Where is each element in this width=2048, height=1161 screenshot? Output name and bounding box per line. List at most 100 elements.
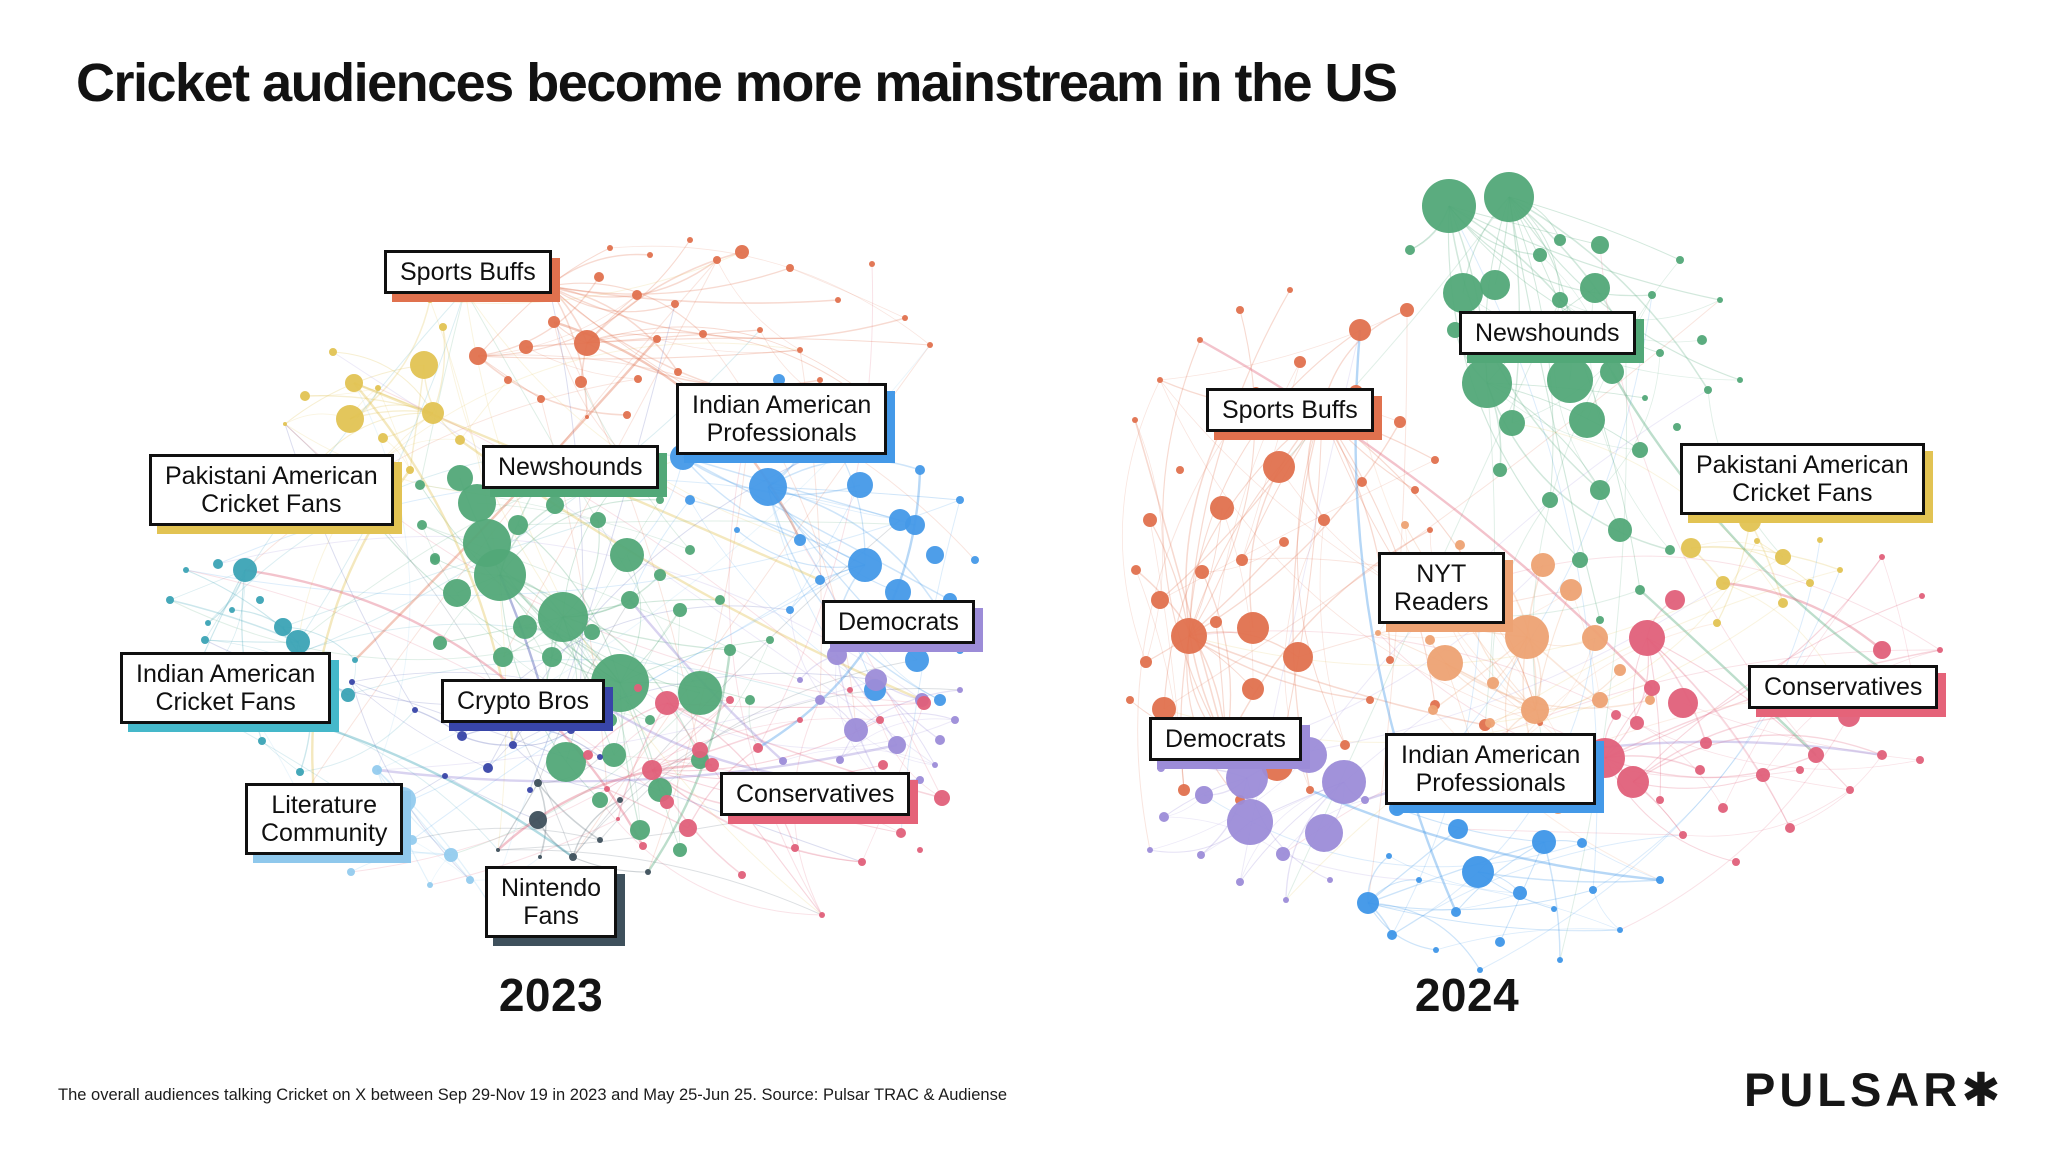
network-edge [1188, 309, 1256, 637]
network-edge [651, 699, 731, 771]
network-node-crypto-bros [412, 707, 418, 713]
network-node-sports-buffs [735, 245, 749, 259]
network-edge [1646, 637, 1791, 829]
network-node-indian-american-professionals [1495, 937, 1505, 947]
network-node-sports-buffs [1427, 527, 1433, 533]
network-edge [351, 681, 863, 863]
network-edge [1455, 841, 1545, 913]
network-edge [1159, 410, 1323, 601]
network-node-sports-buffs [647, 252, 653, 258]
network-node-newshounds [447, 465, 473, 491]
network-node-newshounds [1533, 248, 1547, 262]
network-node-newshounds [678, 671, 722, 715]
network-edge [1159, 309, 1408, 381]
network-node-conservatives [1665, 590, 1685, 610]
network-edge [572, 688, 961, 858]
network-edge [1581, 842, 1661, 881]
network-edge [1367, 889, 1594, 911]
network-node-indian-american-cricket-fans [352, 657, 358, 663]
network-edge [444, 775, 539, 821]
network-node-conservatives [604, 786, 610, 792]
network-node-sports-buffs [902, 315, 908, 321]
network-node-conservatives [660, 795, 674, 809]
network-node-newshounds [1673, 423, 1681, 431]
network-edge [572, 799, 621, 858]
network-edge [1690, 546, 1841, 571]
network-node-democrats [935, 735, 945, 745]
network-node-democrats [1227, 799, 1273, 845]
network-node-conservatives [1617, 766, 1649, 798]
network-node-conservatives [878, 760, 888, 770]
network-node-newshounds [1600, 360, 1624, 384]
network-node-conservatives [639, 842, 647, 850]
network-edge [477, 276, 600, 357]
network-node-indian-american-professionals [885, 579, 911, 605]
network-node-indian-american-cricket-fans [201, 636, 209, 644]
network-node-indian-american-professionals [794, 534, 806, 546]
network-node-newshounds [1590, 480, 1610, 500]
network-edge [349, 299, 431, 420]
network-edge [297, 289, 466, 643]
network-node-conservatives [1629, 620, 1665, 656]
network-node-sports-buffs [1242, 678, 1264, 700]
network-node-crypto-bros [567, 726, 575, 734]
network-node-indian-american-cricket-fans [256, 596, 264, 604]
network-edge [477, 294, 638, 357]
network-edge [548, 282, 704, 335]
network-node-nyt-readers [1401, 521, 1409, 529]
network-node-literature-community [427, 882, 433, 888]
network-node-sports-buffs [687, 237, 693, 243]
network-node-newshounds [1704, 386, 1712, 394]
network-edge [548, 285, 839, 304]
network-node-democrats [779, 757, 787, 765]
network-edge [682, 456, 801, 541]
network-edge [350, 852, 452, 873]
network-node-democrats [932, 762, 938, 768]
network-edge [1559, 332, 1628, 961]
network-edge [1377, 589, 1572, 639]
network-node-sports-buffs [699, 330, 707, 338]
network-node-conservatives [616, 817, 620, 821]
network-node-literature-community [407, 835, 417, 845]
network-node-newshounds [508, 515, 528, 535]
network-node-sports-buffs [1283, 642, 1313, 672]
network-node-sports-buffs [1411, 486, 1419, 494]
network-edge [244, 378, 639, 571]
cluster-label-indian-american-cricket-fans-2023: Indian American Cricket Fans [120, 652, 332, 724]
network-node-newshounds [1697, 335, 1707, 345]
network-node-sports-buffs [1143, 513, 1157, 527]
network-node-pakistani-american-cricket-fans [378, 433, 388, 443]
network-node-sports-buffs [869, 261, 875, 267]
network-node-democrats [844, 718, 868, 742]
network-node-sports-buffs [1178, 784, 1190, 796]
cluster-label-conservatives-2023: Conservatives [720, 772, 911, 816]
network-edge [1121, 379, 1161, 663]
network-edge [1278, 196, 1510, 468]
year-label-2023: 2023 [498, 969, 604, 1021]
year-label-2024: 2024 [1414, 969, 1520, 1021]
network-node-newshounds [1591, 236, 1609, 254]
network-edge [1188, 466, 1280, 637]
network-edge [609, 245, 931, 346]
network-node-indian-american-professionals [934, 694, 946, 706]
network-edge [376, 679, 877, 771]
network-node-sports-buffs [653, 335, 661, 343]
network-node-indian-american-professionals [1386, 853, 1392, 859]
network-node-indian-american-professionals [1589, 886, 1597, 894]
network-edge [409, 364, 425, 471]
cluster-label-sports-buffs-2023: Sports Buffs [384, 250, 552, 294]
network-node-nintendo-fans [569, 853, 577, 861]
network-node-newshounds [415, 480, 425, 490]
network-node-sports-buffs [1366, 696, 1374, 704]
network-edge [347, 659, 821, 701]
network-node-indian-american-cricket-fans [296, 768, 304, 776]
network-node-sports-buffs [548, 316, 560, 328]
network-node-indian-american-professionals [1557, 957, 1563, 963]
network-node-nyt-readers [1425, 635, 1435, 645]
network-node-indian-american-professionals [685, 495, 695, 505]
cluster-label-pakistani-american-cricket-fans-2023: Pakistani American Cricket Fans [149, 454, 394, 526]
network-edge [1188, 635, 1371, 701]
network-node-conservatives [1668, 688, 1698, 718]
network-node-indian-american-cricket-fans [166, 596, 174, 604]
network-edge [586, 326, 861, 391]
